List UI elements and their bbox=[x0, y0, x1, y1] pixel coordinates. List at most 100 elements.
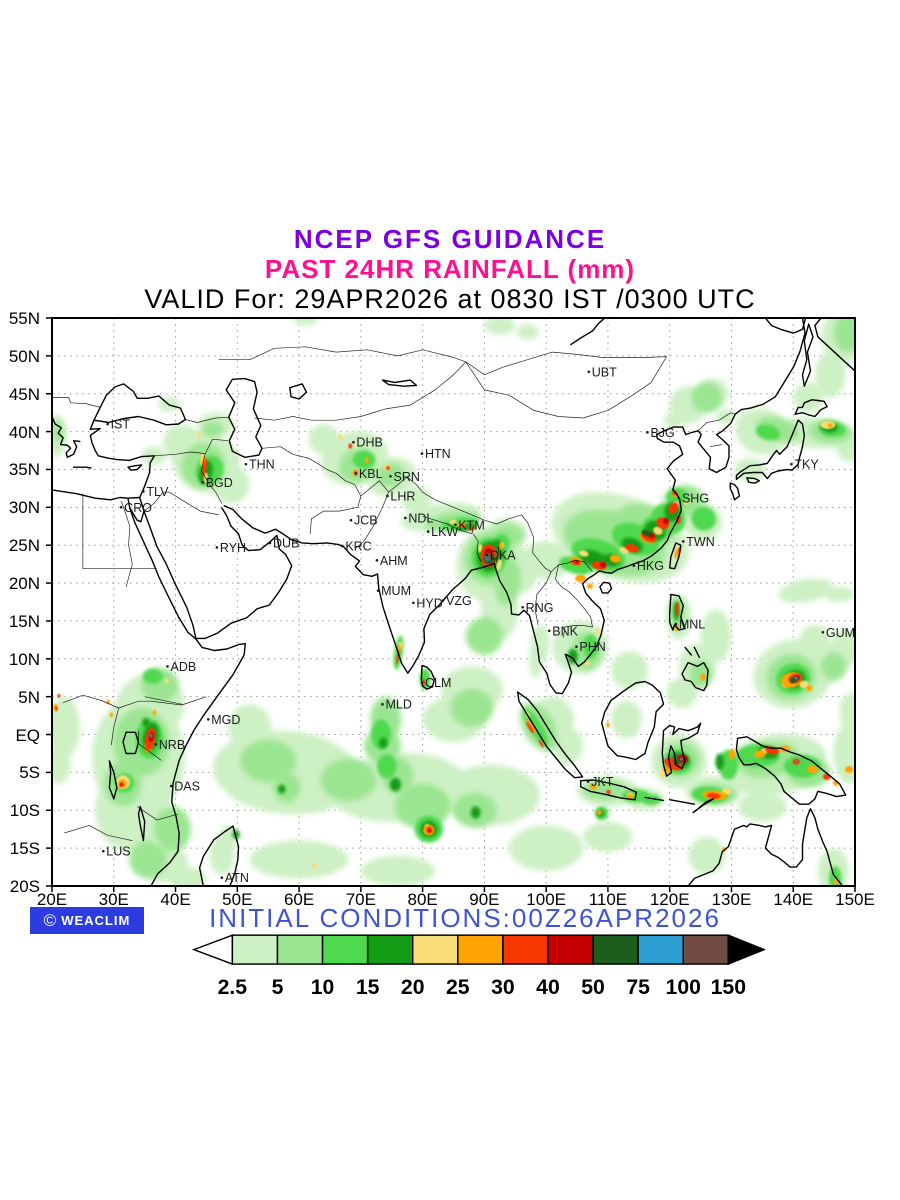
lon-tick-label: 20E bbox=[36, 890, 68, 909]
lon-tick-label: 80E bbox=[407, 890, 438, 909]
city-label: ATN bbox=[225, 871, 249, 885]
city-label: MLD bbox=[385, 698, 411, 712]
lat-tick-label: 15N bbox=[8, 611, 40, 631]
city-label: TLV bbox=[146, 485, 169, 499]
lon-tick-label: 90E bbox=[469, 890, 500, 909]
latitude-axis: 55N 50N 45N 40N 35N 30N 25N 20N 15N 10N 5N EQ 5S 10S 1… bbox=[0, 309, 48, 896]
city-label: IST bbox=[111, 418, 131, 432]
colorbar-segment bbox=[457, 934, 504, 965]
lon-tick-label: 70E bbox=[345, 890, 376, 909]
colorbar-segment bbox=[637, 934, 684, 965]
lat-tick-label: 55N bbox=[8, 309, 40, 328]
lat-tick-label: 5S bbox=[19, 763, 40, 783]
city-label: HYD bbox=[416, 596, 442, 610]
city-label: UBT bbox=[592, 365, 617, 379]
colorbar-segment bbox=[547, 934, 594, 965]
lat-tick-label: 15S bbox=[9, 839, 40, 859]
city-label: MNL bbox=[679, 617, 705, 631]
city-label: LUS bbox=[106, 845, 130, 859]
map-canvas: IST THN BGD CRO TLV RYH DUB UBT BJG TKY SHG TWN HKG D… bbox=[46, 317, 856, 892]
rainfall-layer bbox=[52, 318, 855, 886]
city-label: SHG bbox=[682, 492, 709, 506]
lon-tick-label: 100E bbox=[526, 890, 566, 909]
colorbar-level-label: 50 bbox=[581, 976, 605, 999]
lon-tick-label: 60E bbox=[283, 890, 315, 909]
map-layers: IST THN BGD CRO TLV RYH DUB UBT BJG TKY SHG TWN HKG D… bbox=[52, 318, 855, 886]
city-label: ADB bbox=[171, 660, 197, 674]
model-title: NCEP GFS GUIDANCE bbox=[293, 224, 607, 254]
colorbar-level-label: 75 bbox=[626, 976, 650, 999]
coastline-layer bbox=[52, 318, 855, 886]
colorbar-segment bbox=[366, 934, 414, 965]
city-label: NDL bbox=[408, 511, 433, 525]
lon-tick-label: 130E bbox=[711, 890, 752, 909]
city-label: MUM bbox=[381, 584, 411, 598]
colorbar-level-label: 100 bbox=[666, 976, 701, 999]
colorbar-segment bbox=[682, 934, 730, 965]
lat-tick-label: EQ bbox=[15, 725, 40, 745]
copyright-icon: © bbox=[43, 911, 57, 930]
city-label: RNG bbox=[526, 601, 554, 615]
valid-time-line: VALID For: 29APR2026 at 0830 IST /0300 U… bbox=[144, 284, 756, 314]
city-label: BNK bbox=[552, 624, 578, 638]
lat-tick-label: 5N bbox=[18, 687, 40, 707]
city-label: THN bbox=[249, 458, 275, 472]
city-label: TKY bbox=[794, 458, 819, 472]
colorbar-level-label: 150 bbox=[711, 976, 746, 999]
colorbar-level-label: 5 bbox=[272, 976, 284, 999]
colorbar-level-label: 15 bbox=[356, 976, 380, 999]
lon-tick-label: 120E bbox=[649, 890, 690, 909]
colorbar-level-label: 30 bbox=[491, 976, 515, 999]
city-label: TWN bbox=[686, 535, 714, 549]
longitude-axis: 20E 30E 40E 50E 60E 70E 80E 90E 100E 110E 120E 130E… bbox=[37, 890, 875, 912]
city-label: BJG bbox=[650, 426, 674, 440]
colorbar-segment bbox=[502, 934, 549, 965]
lat-tick-label: 25N bbox=[8, 536, 40, 556]
city-label: HKG bbox=[637, 559, 664, 573]
lat-tick-label: 10S bbox=[9, 801, 40, 821]
city-label: KTM bbox=[458, 518, 484, 532]
city-label: SRN bbox=[393, 470, 419, 484]
city-label: AHM bbox=[380, 554, 408, 568]
colorbar-level-label: 2.5 bbox=[218, 976, 248, 999]
city-label: DAS bbox=[174, 780, 200, 794]
colorbar-svg: 2.5 5 10 15 20 25 30 40 50 75 100 150 bbox=[191, 934, 767, 999]
weaclim-logo: © WEACLIM bbox=[30, 907, 144, 934]
city-label: MGD bbox=[211, 713, 240, 727]
colorbar-segment bbox=[321, 934, 369, 965]
lat-tick-label: 50N bbox=[8, 346, 40, 366]
lat-tick-label: 10N bbox=[8, 649, 40, 669]
colorbar-over-arrow bbox=[727, 934, 767, 966]
city-label: KRC bbox=[345, 539, 371, 553]
map-frame bbox=[46, 317, 856, 892]
city-label: BGD bbox=[206, 476, 233, 490]
product-title: PAST 24HR RAINFALL (mm) bbox=[264, 254, 636, 284]
city-label: LHR bbox=[390, 489, 415, 503]
city-label: LKW bbox=[431, 525, 458, 539]
city-label: PHN bbox=[579, 640, 605, 654]
colorbar-level-label: 20 bbox=[401, 976, 425, 999]
colorbar-segment bbox=[412, 934, 459, 965]
colorbar-segment bbox=[276, 934, 324, 965]
lon-tick-label: 110E bbox=[588, 890, 628, 909]
lat-tick-label: 35N bbox=[8, 460, 40, 480]
city-label: DHB bbox=[356, 436, 382, 450]
city-label: HTN bbox=[425, 447, 451, 461]
country-borders-layer bbox=[52, 346, 736, 841]
colorbar-level-label: 10 bbox=[311, 976, 335, 999]
city-labels-layer: IST THN BGD CRO TLV RYH DUB UBT BJG TKY SHG TWN HKG D… bbox=[101, 365, 855, 885]
lat-tick-label: 45N bbox=[8, 384, 40, 404]
city-label: DUB bbox=[273, 536, 299, 550]
lat-tick-label: 20N bbox=[8, 574, 40, 594]
city-label: DKA bbox=[490, 549, 516, 563]
city-label: GUM bbox=[826, 626, 855, 640]
colorbar-level-label: 25 bbox=[446, 976, 470, 999]
title-block: NCEP GFS GUIDANCE PAST 24HR RAINFALL (mm… bbox=[0, 224, 900, 314]
city-label: CLM bbox=[425, 676, 451, 690]
colorbar-under-arrow bbox=[191, 934, 234, 966]
logo-text: WEACLIM bbox=[61, 913, 131, 928]
initial-conditions-line: INITIAL CONDITIONS:00Z26APR2026 bbox=[209, 903, 721, 933]
city-label: JCB bbox=[354, 514, 378, 528]
rainfall-colorbar: 2.5 5 10 15 20 25 30 40 50 75 100 150 bbox=[190, 932, 768, 1000]
